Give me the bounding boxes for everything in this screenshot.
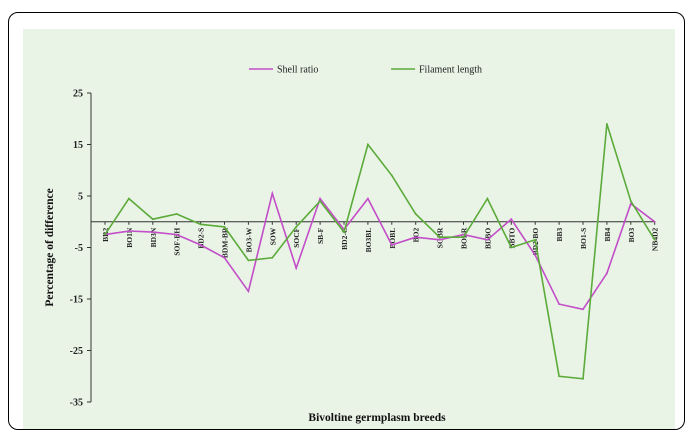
data-point [367, 143, 369, 146]
legend-label: Filament length [419, 65, 482, 76]
data-point [606, 272, 608, 275]
legend-label: Shell ratio [277, 65, 318, 76]
data-point [390, 244, 393, 246]
x-tick-label: BO3-W [244, 227, 253, 252]
data-point [151, 218, 154, 221]
data-point [295, 267, 298, 269]
x-axis-title: Bivoltine germplasm breeds [308, 412, 446, 424]
data-point [295, 226, 298, 228]
data-point [438, 236, 441, 239]
x-tick-label: BD2-S [197, 228, 206, 249]
x-tick-label: BO1N [125, 227, 134, 248]
data-point [343, 231, 345, 233]
data-point [510, 246, 513, 249]
data-point [414, 213, 417, 215]
data-point [486, 238, 489, 241]
data-point [486, 197, 489, 200]
y-tick-label: -35 [70, 398, 83, 409]
y-tick-label: -15 [70, 295, 83, 306]
x-tick-label: BO3BL [364, 228, 373, 253]
data-point [390, 174, 393, 177]
data-point [319, 197, 321, 200]
line-chart: 25 15 5 -5 -15 -25 -35 Percentage of difference… [44, 65, 660, 425]
data-point [247, 259, 250, 262]
data-point [414, 236, 417, 239]
x-tick-label: BO2 [412, 228, 421, 243]
data-point [367, 197, 369, 200]
data-point [462, 236, 465, 239]
x-tick-label: BDM-BR [221, 227, 230, 258]
data-point [534, 238, 537, 241]
x-tick-label: SOCF [292, 227, 301, 247]
data-point [151, 231, 154, 233]
x-tick-label: SOF-BH [173, 228, 182, 256]
data-point [606, 123, 608, 125]
data-point [223, 256, 226, 259]
data-point [175, 213, 178, 215]
data-point [510, 218, 513, 221]
data-point [319, 200, 321, 203]
data-point [271, 256, 274, 259]
data-point [653, 238, 656, 241]
chart-panel: 25 15 5 -5 -15 -25 -35 Percentage of difference… [23, 29, 675, 429]
data-point [128, 197, 130, 200]
data-point [534, 254, 537, 257]
data-point [223, 226, 226, 228]
y-tick-label: 25 [73, 89, 83, 100]
data-point [175, 233, 178, 236]
y-tick-label: 5 [78, 192, 83, 203]
data-point [629, 200, 632, 203]
x-tick-label: BBTO [507, 228, 516, 249]
data-point [558, 303, 560, 306]
x-tick-label: BB4 [603, 228, 612, 242]
y-tick-label: -5 [75, 243, 83, 254]
data-point [438, 238, 441, 241]
data-point [199, 223, 202, 226]
data-point [582, 308, 584, 311]
x-tick-label: BDBO [483, 228, 492, 249]
data-point [247, 290, 250, 293]
series-line-filament-length [104, 123, 656, 380]
data-point [558, 375, 560, 378]
x-tick-label: BB3 [555, 228, 564, 242]
y-tick-label: 15 [73, 140, 83, 151]
y-tick-label: -25 [70, 346, 83, 357]
x-tick-label: BD2-C [340, 228, 349, 250]
x-tick-label: BO1-S [579, 228, 588, 249]
data-point [582, 377, 584, 380]
x-tick-label: SOW [268, 227, 277, 245]
series-line-shell-ratio [104, 190, 656, 311]
x-tick-label: BOBL [388, 228, 397, 249]
x-tick-label: SB-F [316, 227, 325, 244]
data-point [104, 233, 106, 236]
x-tick-label: BD3N [149, 227, 158, 247]
x-tick-label: BOBR [460, 227, 469, 249]
x-tick-label: BO3 [627, 228, 636, 243]
data-point [653, 220, 656, 223]
data-point [128, 230, 130, 232]
y-axis-title: Percentage of difference [44, 188, 56, 306]
data-point [271, 192, 274, 195]
data-point [199, 244, 202, 246]
figure-frame: 25 15 5 -5 -15 -25 -35 Percentage of difference… [8, 12, 685, 430]
